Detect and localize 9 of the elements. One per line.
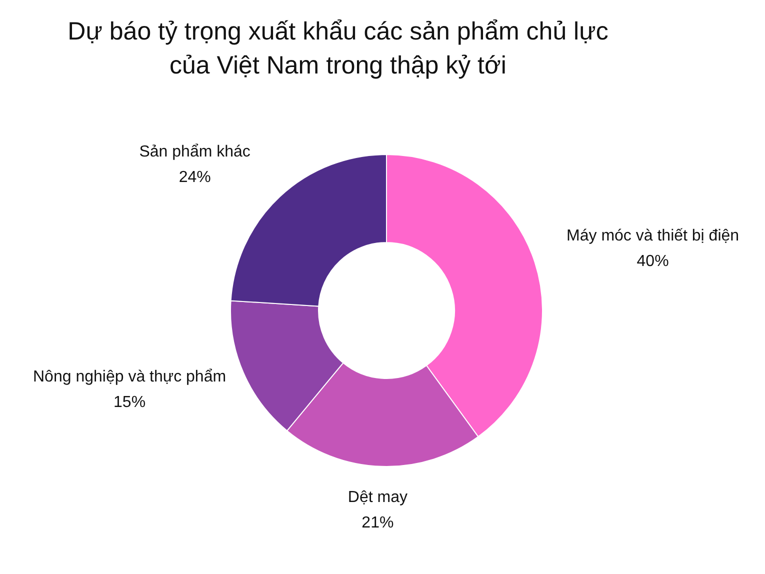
slice-label: Nông nghiệp và thực phẩm bbox=[33, 368, 226, 386]
slice-label: Máy móc và thiết bị điện bbox=[566, 227, 740, 244]
data-label: 15% bbox=[114, 394, 146, 412]
data-label: 40% bbox=[636, 252, 669, 270]
data-label: 21% bbox=[362, 514, 394, 532]
chart-title: Dự báo tỷ trọng xuất khẩu các sản phẩm chủ lực của Việt Nam trong thập kỷ tới bbox=[68, 18, 608, 80]
slice-label: Dệt may bbox=[348, 489, 408, 506]
data-label: 24% bbox=[178, 168, 211, 186]
slice-label: Sản phẩm khác bbox=[139, 143, 250, 160]
